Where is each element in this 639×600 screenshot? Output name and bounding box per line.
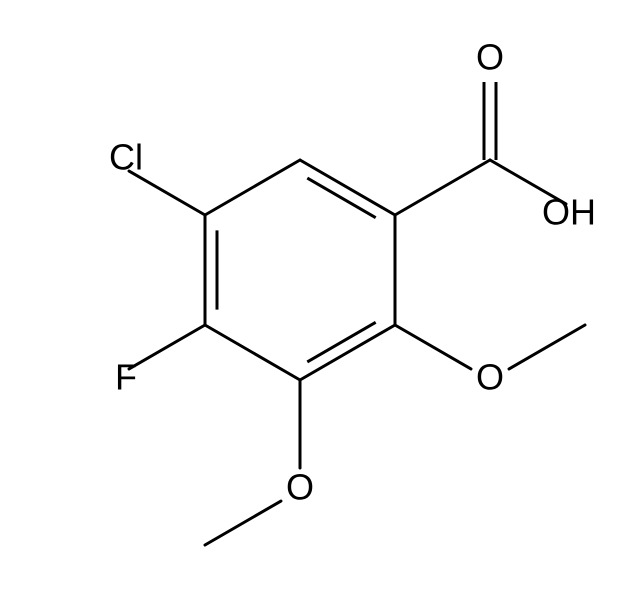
- atom-label-o1: O: [476, 37, 504, 78]
- molecule-diagram: O OH O O F Cl: [0, 0, 639, 600]
- atom-label-o3: O: [476, 357, 504, 398]
- atom-label-o4: O: [286, 467, 314, 508]
- atom-label-cl: Cl: [109, 137, 143, 178]
- bonds: [129, 82, 585, 545]
- atom-labels: O OH O O F Cl: [109, 37, 596, 508]
- atom-label-o2: OH: [542, 192, 596, 233]
- atom-label-f: F: [115, 357, 137, 398]
